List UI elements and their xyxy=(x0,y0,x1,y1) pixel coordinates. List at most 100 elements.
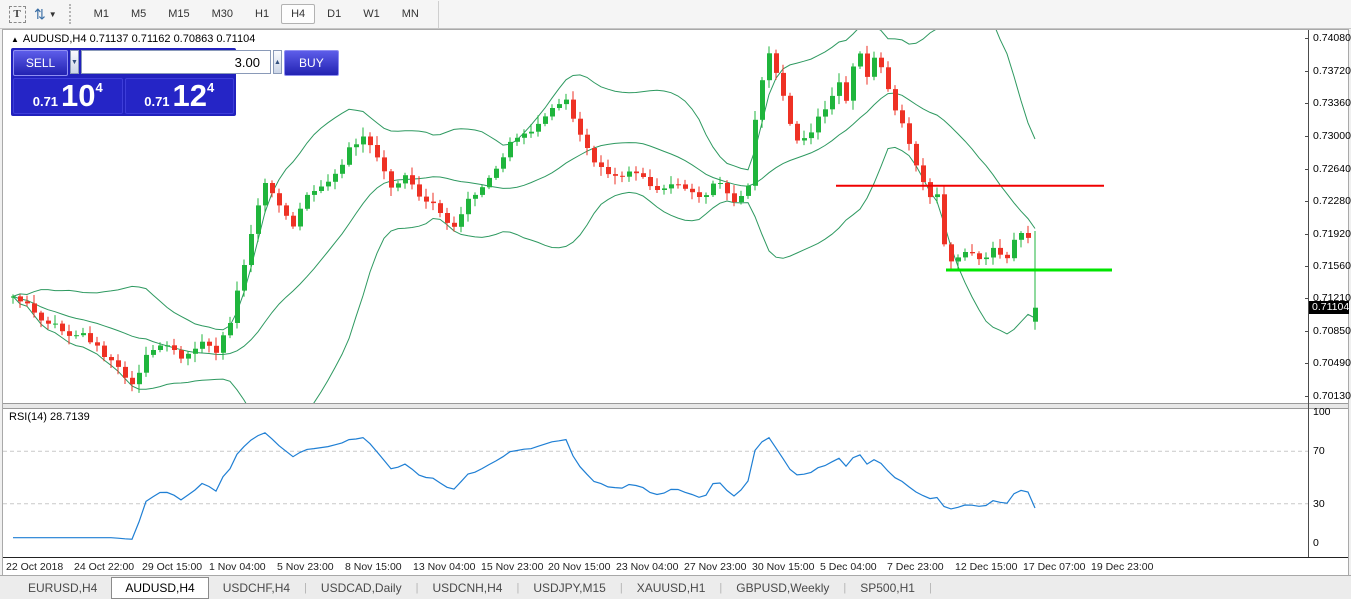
price-axis-label: 0.70490 xyxy=(1313,357,1351,369)
chart-tab-gbpusd[interactable]: GBPUSD,Weekly xyxy=(736,580,830,595)
chart-tab-eurusd[interactable]: EURUSD,H4 xyxy=(28,580,98,595)
time-axis-label: 23 Nov 04:00 xyxy=(616,561,679,573)
sell-button[interactable]: SELL xyxy=(13,50,68,76)
price-axis-label: 0.71560 xyxy=(1313,260,1351,272)
chart-tab-usdcnh[interactable]: USDCNH,H4 xyxy=(432,580,503,595)
price-axis-label: 0.74080 xyxy=(1313,32,1351,44)
rsi-axis-label: 70 xyxy=(1313,445,1325,457)
rsi-chart-canvas[interactable] xyxy=(3,409,1308,557)
price-axis-tick xyxy=(1305,234,1309,235)
sell-price-button[interactable]: 0.71 10 4 xyxy=(13,78,123,114)
time-axis-label: 13 Nov 04:00 xyxy=(413,561,476,573)
volume-decrease-button[interactable]: ▼ xyxy=(70,50,79,74)
price-axis-tick xyxy=(1305,136,1309,137)
tab-separator: | xyxy=(928,581,932,594)
top-toolbar: T ⇅ ▼ M1 M5 M15 M30 H1 H4 D1 W1 MN xyxy=(0,0,1351,29)
time-axis-label: 19 Dec 23:00 xyxy=(1091,561,1154,573)
price-axis-tick xyxy=(1305,169,1309,170)
chart-tab-usdjpy[interactable]: USDJPY,M15 xyxy=(533,580,606,595)
buy-price-prefix: 0.71 xyxy=(144,93,170,109)
price-axis-tick xyxy=(1305,71,1309,72)
price-axis-tick xyxy=(1305,331,1309,332)
chart-tab-usdcad[interactable]: USDCAD,Daily xyxy=(320,580,402,595)
buy-button[interactable]: BUY xyxy=(283,50,339,76)
tab-separator: | xyxy=(843,581,847,594)
price-axis-tick xyxy=(1305,266,1309,267)
price-axis-tick xyxy=(1305,298,1309,299)
price-axis-tick xyxy=(1305,103,1309,104)
chart-symbol-label: AUDUSD,H4 xyxy=(22,33,87,45)
text-label-tool-button[interactable]: T xyxy=(6,3,28,25)
timeframe-button-m30[interactable]: M30 xyxy=(211,8,234,20)
price-axis-tick xyxy=(1305,396,1309,397)
tab-separator: | xyxy=(516,581,520,594)
chart-tab-usdchf[interactable]: USDCHF,H4 xyxy=(222,580,291,595)
tab-separator: | xyxy=(619,581,623,594)
timeframe-button-w1[interactable]: W1 xyxy=(363,8,380,20)
one-click-collapse-icon[interactable]: ▲ xyxy=(11,35,19,44)
toolbar-grip[interactable] xyxy=(68,4,75,24)
buy-price-button[interactable]: 0.71 12 4 xyxy=(124,78,234,114)
timeframe-button-m15[interactable]: M15 xyxy=(168,8,190,20)
price-axis-label: 0.73720 xyxy=(1313,65,1351,77)
chevron-down-icon: ▼ xyxy=(48,9,57,19)
time-axis-label: 5 Dec 04:00 xyxy=(820,561,877,573)
buy-price-sup: 4 xyxy=(207,80,215,95)
volume-increase-button[interactable]: ▲ xyxy=(272,50,282,74)
pane-splitter[interactable] xyxy=(3,403,1348,409)
arrows-icon: ⇅ xyxy=(34,5,46,22)
timeframe-button-h1[interactable]: H1 xyxy=(255,8,270,20)
rsi-line xyxy=(13,432,1036,540)
price-axis-label: 0.71920 xyxy=(1313,228,1351,240)
price-axis[interactable]: 0.74080 0.73720 0.73360 0.73000 0.72640 0.722… xyxy=(1305,30,1351,557)
main-chart-pane[interactable]: ▲ AUDUSD,H4 0.71137 0.71162 0.70863 0.711… xyxy=(3,30,1308,403)
tab-separator: | xyxy=(304,581,307,594)
sell-price-sup: 4 xyxy=(95,80,103,95)
current-price-tag: 0.71104 xyxy=(1309,301,1349,314)
price-axis-label: 0.70130 xyxy=(1313,390,1351,402)
time-axis-label: 24 Oct 22:00 xyxy=(74,561,135,573)
rsi-axis-label: 0 xyxy=(1313,537,1319,549)
chart-title: ▲ AUDUSD,H4 0.71137 0.71162 0.70863 0.711… xyxy=(11,33,255,45)
volume-input[interactable] xyxy=(80,50,271,74)
time-axis-label: 7 Dec 23:00 xyxy=(887,561,944,573)
timeframe-toolbar: M1 M5 M15 M30 H1 H4 D1 W1 MN xyxy=(83,0,439,28)
price-axis-tick xyxy=(1305,38,1309,39)
sell-price-prefix: 0.71 xyxy=(32,93,59,109)
time-axis-label: 17 Dec 07:00 xyxy=(1023,561,1086,573)
price-axis-label: 0.73000 xyxy=(1313,130,1351,142)
chart-tab-audusd[interactable]: AUDUSD,H4 xyxy=(111,576,209,599)
timeframe-button-mn[interactable]: MN xyxy=(401,8,419,20)
timeframe-button-m1[interactable]: M1 xyxy=(93,8,109,20)
time-axis-label: 15 Nov 23:00 xyxy=(481,561,544,573)
price-axis-tick xyxy=(1305,201,1309,202)
bollinger-band-line xyxy=(12,146,1036,403)
time-axis-label: 29 Oct 15:00 xyxy=(142,561,203,573)
arrows-tool-button[interactable]: ⇅ ▼ xyxy=(34,3,57,25)
price-axis-label: 0.72280 xyxy=(1313,195,1351,207)
chart-window: ▲ AUDUSD,H4 0.71137 0.71162 0.70863 0.711… xyxy=(2,29,1351,576)
price-axis-label: 0.70850 xyxy=(1313,325,1351,337)
time-axis-label: 12 Dec 15:00 xyxy=(955,561,1018,573)
chart-tab-xauusd[interactable]: XAUUSD,H1 xyxy=(636,580,706,595)
time-axis-label: 8 Nov 15:00 xyxy=(345,561,402,573)
price-axis-label: 0.73360 xyxy=(1313,97,1351,109)
tab-separator: | xyxy=(415,581,419,594)
rsi-axis-label: 30 xyxy=(1313,498,1325,510)
chart-tab-bar: EURUSD,H4 AUDUSD,H4 USDCHF,H4 | USDCAD,Daily… xyxy=(0,575,1351,599)
time-axis-label: 5 Nov 23:00 xyxy=(277,561,334,573)
buy-price-big: 12 xyxy=(172,78,208,114)
time-axis-label: 1 Nov 04:00 xyxy=(209,561,266,573)
rsi-indicator-pane[interactable]: RSI(14) 28.7139 xyxy=(3,409,1308,557)
time-axis-label: 27 Nov 23:00 xyxy=(684,561,747,573)
rsi-axis-label: 100 xyxy=(1313,406,1331,418)
price-axis-label: 0.72640 xyxy=(1313,163,1351,175)
time-axis[interactable]: 22 Oct 2018 24 Oct 22:00 29 Oct 15:00 1 Nov… xyxy=(3,557,1348,576)
timeframe-button-d1[interactable]: D1 xyxy=(327,8,342,20)
time-axis-label: 20 Nov 15:00 xyxy=(548,561,611,573)
timeframe-button-m5[interactable]: M5 xyxy=(130,8,147,20)
timeframe-button-h4[interactable]: H4 xyxy=(281,4,316,24)
chart-tab-sp500[interactable]: SP500,H1 xyxy=(860,580,915,595)
one-click-trade-panel: SELL ▼ ▲ BUY 0.71 10 4 0.71 12 4 xyxy=(11,48,339,116)
